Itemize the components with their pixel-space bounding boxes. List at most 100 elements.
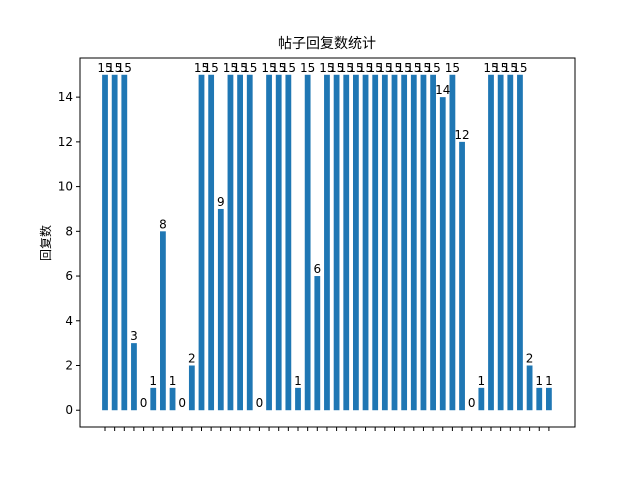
bar	[536, 387, 543, 411]
value-label: 1	[535, 374, 543, 388]
value-label: 15	[107, 61, 122, 75]
bar	[169, 387, 176, 411]
bar	[160, 231, 166, 411]
bar	[459, 141, 465, 411]
value-label: 15	[97, 61, 112, 75]
value-label: 15	[377, 61, 392, 75]
value-label: 8	[159, 217, 167, 231]
value-label: 2	[526, 352, 534, 366]
value-label: 15	[368, 61, 383, 75]
bar	[150, 387, 157, 411]
value-label: 15	[319, 61, 334, 75]
bar	[546, 387, 552, 411]
value-label: 15	[503, 61, 518, 75]
value-label: 1	[169, 374, 177, 388]
value-label: 0	[178, 396, 186, 410]
bar	[237, 74, 243, 411]
bar	[121, 74, 128, 411]
value-label: 15	[329, 61, 344, 75]
value-label: 1	[545, 374, 553, 388]
value-label: 15	[271, 61, 286, 75]
value-label: 15	[348, 61, 363, 75]
value-label: 3	[130, 329, 138, 343]
bar	[324, 74, 330, 411]
bar	[333, 74, 340, 411]
y-tick-label: 4	[65, 314, 73, 328]
y-tick-label: 10	[58, 180, 73, 194]
value-label: 15	[339, 61, 354, 75]
bar	[343, 74, 350, 411]
bar	[497, 74, 504, 411]
value-label: 15	[445, 61, 460, 75]
bar	[275, 74, 282, 411]
y-tick-label: 8	[65, 224, 73, 238]
y-tick-label: 14	[58, 90, 73, 104]
bar	[478, 387, 485, 411]
bar	[208, 74, 215, 411]
value-label: 0	[256, 396, 264, 410]
bar	[353, 74, 359, 411]
value-label: 2	[188, 352, 196, 366]
value-label: 14	[435, 83, 450, 97]
value-label: 15	[194, 61, 209, 75]
bar	[198, 74, 205, 411]
bar	[227, 74, 234, 411]
y-tick-label: 0	[65, 403, 73, 417]
value-label: 0	[140, 396, 148, 410]
value-label: 15	[232, 61, 247, 75]
bar	[188, 365, 195, 411]
bar	[111, 74, 118, 411]
bar	[381, 74, 388, 411]
value-label: 1	[149, 374, 157, 388]
bar	[295, 387, 301, 411]
bar	[362, 74, 369, 411]
bar	[401, 74, 408, 411]
value-label: 15	[493, 61, 508, 75]
value-label: 15	[387, 61, 402, 75]
value-label: 6	[313, 262, 321, 276]
value-label: 15	[358, 61, 373, 75]
bar	[246, 74, 253, 411]
bar	[410, 74, 417, 411]
bar	[439, 97, 446, 411]
value-label: 15	[223, 61, 238, 75]
bar	[517, 74, 523, 411]
bar	[488, 74, 494, 411]
y-axis-label: 回复数	[38, 225, 53, 261]
bar	[449, 74, 456, 411]
bar	[391, 74, 398, 411]
chart-title: 帖子回复数统计	[278, 35, 376, 52]
bar	[507, 74, 514, 411]
value-label: 15	[204, 61, 219, 75]
bar	[266, 74, 272, 411]
value-label: 15	[512, 61, 527, 75]
value-label: 15	[261, 61, 276, 75]
bar	[217, 208, 224, 411]
bar	[526, 365, 533, 411]
plot-frame	[79, 57, 576, 428]
value-label: 1	[294, 374, 302, 388]
value-label: 15	[483, 61, 498, 75]
value-label: 15	[281, 61, 296, 75]
value-label: 15	[242, 61, 257, 75]
bar	[102, 74, 108, 411]
y-tick-label: 2	[65, 359, 73, 373]
value-label: 12	[454, 128, 469, 142]
value-label: 15	[397, 61, 412, 75]
bar	[285, 74, 292, 411]
y-tick-label: 6	[65, 269, 73, 283]
y-tick-label: 12	[58, 135, 73, 149]
bar	[304, 74, 311, 411]
bar	[131, 343, 137, 411]
value-label: 9	[217, 195, 225, 209]
value-label: 15	[300, 61, 315, 75]
value-label: 15	[117, 61, 132, 75]
bar	[420, 74, 427, 411]
bar	[372, 74, 379, 411]
value-label: 15	[406, 61, 421, 75]
value-label: 0	[468, 396, 476, 410]
value-label: 15	[416, 61, 431, 75]
value-label: 1	[478, 374, 486, 388]
value-label: 15	[425, 61, 440, 75]
